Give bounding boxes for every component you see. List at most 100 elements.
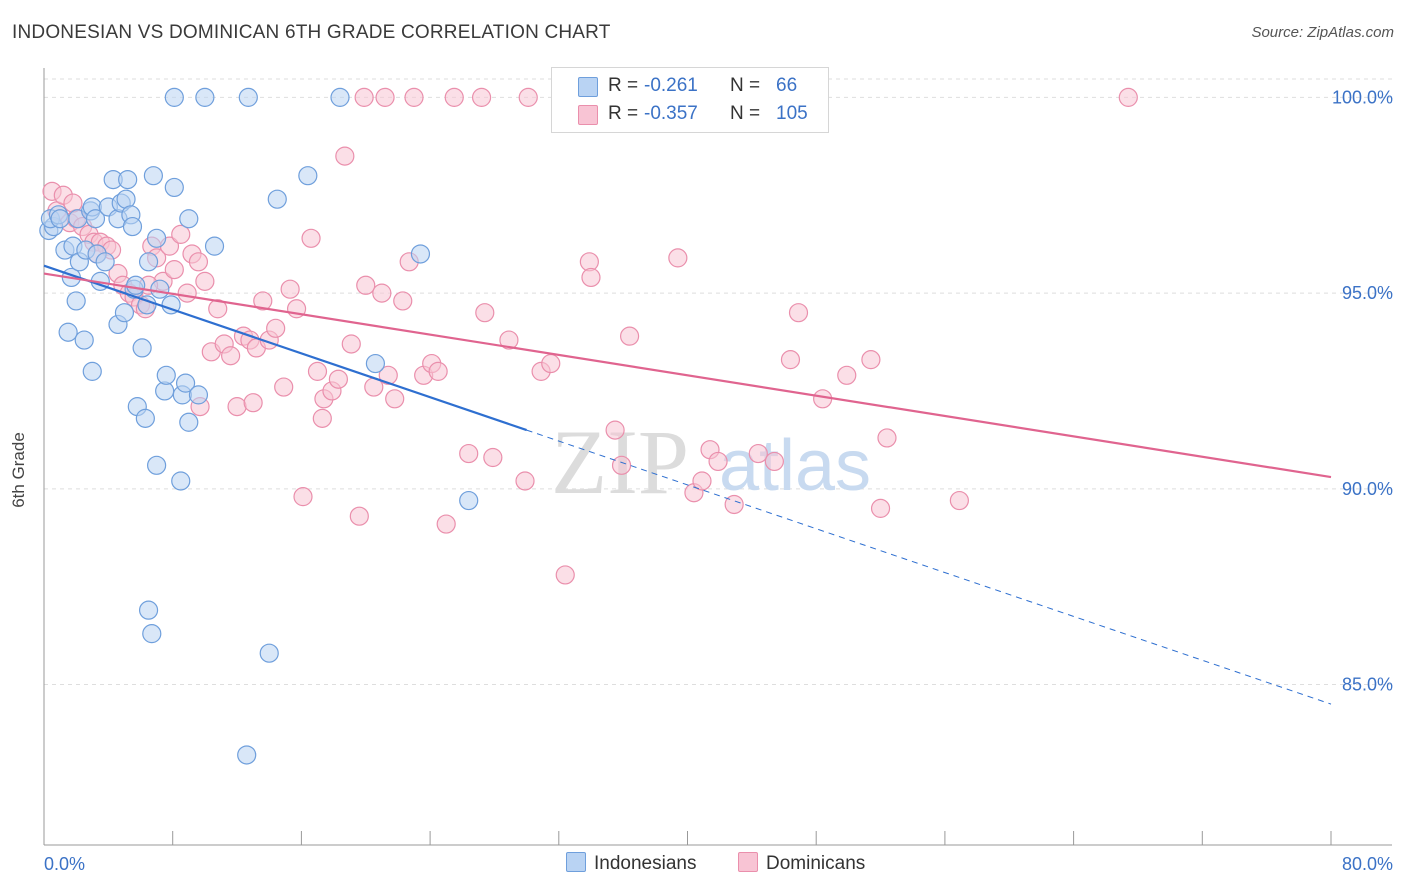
dominicans-point: [1118, 87, 1138, 107]
dominicans-point: [515, 471, 535, 491]
indonesians-point: [175, 373, 196, 393]
dominicans-point: [301, 228, 321, 248]
y-tick-label: 85.0%: [1342, 675, 1393, 695]
indonesians-point: [298, 166, 318, 186]
dominicans-point: [780, 350, 801, 370]
dominicans-point: [619, 326, 640, 346]
bottom-legend-dominicans: Dominicans: [738, 852, 865, 875]
indonesians-point: [238, 87, 258, 107]
dominicans-point: [605, 420, 625, 440]
indonesians-point: [118, 169, 138, 190]
indonesians-point: [188, 385, 209, 405]
watermark-atlas: atlas: [719, 426, 871, 506]
dominicans-point: [444, 87, 464, 107]
indonesians-point: [164, 177, 184, 198]
series-indonesians: [39, 87, 479, 765]
dominicans-point: [764, 451, 784, 472]
dominicans-point: [221, 346, 241, 366]
dominicans-point: [668, 248, 688, 268]
dominicans-point: [837, 365, 857, 385]
dominicans-point: [354, 87, 374, 107]
dominicans-point: [227, 397, 247, 417]
dominicans-point: [692, 471, 712, 491]
indonesians-point: [179, 412, 199, 432]
indonesians-point: [150, 279, 170, 299]
dominicans-point: [375, 87, 395, 107]
legend-r-label: R =: [608, 75, 639, 96]
bottom-legend-indonesians: Indonesians: [566, 852, 696, 875]
indonesians-point: [82, 361, 102, 381]
dominicans-point: [335, 146, 355, 166]
dominicans-point: [177, 283, 197, 303]
dominicans-point: [341, 334, 361, 354]
indonesians-point: [179, 209, 199, 229]
dominicans-point: [164, 260, 184, 280]
dominicans-point: [356, 275, 376, 295]
dominicans-point: [483, 447, 503, 468]
dominicans-point: [581, 267, 601, 288]
dominicans-point: [349, 506, 369, 526]
trend-line-indonesians: [43, 264, 527, 432]
indonesians-point: [459, 490, 479, 511]
dominicans-point: [877, 428, 897, 448]
y-tick-label: 95.0%: [1342, 283, 1393, 303]
dominicans-point: [195, 271, 215, 291]
bottom-legend-swatch-indonesians: [566, 852, 586, 872]
dominicans-point: [870, 498, 891, 518]
dominicans-point: [280, 279, 300, 299]
dominicans-point: [188, 252, 209, 272]
dominicans-point: [748, 443, 768, 464]
trend-lines: [43, 264, 1332, 705]
dominicans-point: [372, 283, 392, 303]
bottom-legend-swatch-dominicans: [738, 852, 758, 872]
indonesians-point: [410, 244, 431, 264]
indonesians-point: [195, 87, 215, 107]
indonesians-point: [74, 330, 94, 350]
indonesians-point: [58, 322, 78, 342]
grid-lines: [44, 78, 1392, 686]
dominicans-point: [555, 565, 575, 585]
indonesians-point: [204, 236, 225, 256]
indonesians-point: [330, 87, 350, 107]
dominicans-point: [393, 291, 413, 311]
dominicans-point: [541, 353, 561, 374]
legend-swatch-indonesians: [578, 77, 598, 97]
indonesians-point: [267, 189, 287, 209]
indonesians-point: [95, 252, 115, 272]
indonesians-point: [126, 275, 146, 295]
dominicans-point: [307, 361, 328, 381]
bottom-legend-label-dominicans: Dominicans: [766, 853, 866, 874]
indonesians-point: [142, 624, 162, 644]
indonesians-point: [259, 643, 279, 663]
x-tick-label: 80.0%: [1342, 854, 1393, 874]
dominicans-point: [171, 224, 191, 244]
dominicans-point: [475, 303, 495, 323]
indonesians-point: [143, 166, 163, 186]
legend-n-value: 66: [776, 75, 798, 96]
dominicans-point: [208, 299, 228, 319]
dominicans-point: [724, 494, 744, 515]
indonesians-point: [147, 455, 167, 475]
indonesians-point: [138, 600, 159, 620]
dominicans-point: [243, 393, 263, 413]
indonesians-point: [237, 745, 257, 765]
dominicans-point: [518, 87, 538, 107]
dominicans-point: [293, 487, 313, 507]
indonesians-point: [114, 303, 135, 323]
tick-labels: 85.0% 90.0% 95.0% 100.0% 0.0% 80.0%: [44, 87, 1393, 874]
legend-r-label: R =: [608, 103, 639, 124]
dominicans-point: [428, 361, 448, 381]
dominicans-point: [949, 490, 969, 511]
dominicans-point: [708, 451, 728, 472]
dominicans-point: [328, 369, 349, 389]
dominicans-point: [404, 87, 424, 107]
y-tick-label: 90.0%: [1342, 479, 1393, 499]
legend-swatch-dominicans: [578, 105, 598, 125]
dominicans-point: [253, 291, 273, 311]
dominicans-point: [499, 330, 519, 350]
dominicans-point: [436, 514, 456, 534]
indonesians-point: [122, 216, 143, 237]
indonesians-point: [138, 252, 159, 272]
legend: R = -0.261 N = 66 R = -0.357 N = 105: [551, 67, 829, 133]
